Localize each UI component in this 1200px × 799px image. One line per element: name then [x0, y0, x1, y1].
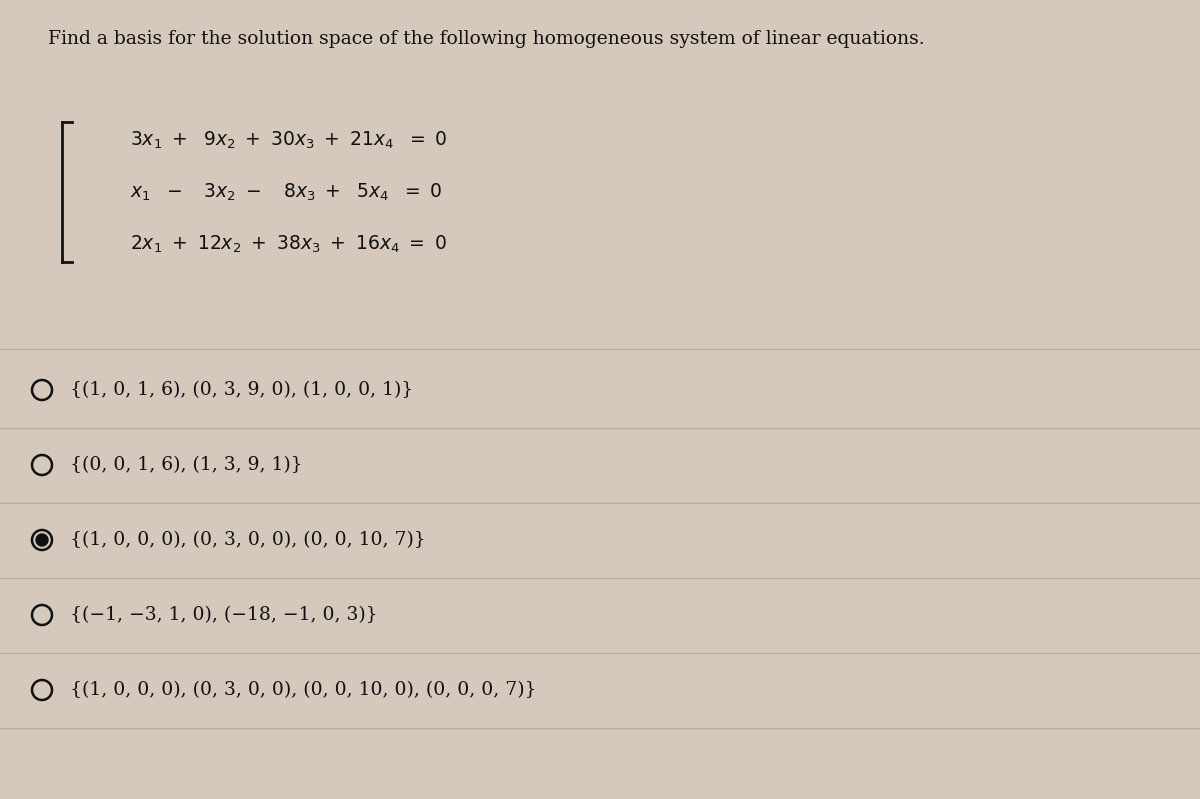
- Circle shape: [36, 534, 48, 546]
- Text: {(−1, −3, 1, 0), (−18, −1, 0, 3)}: {(−1, −3, 1, 0), (−18, −1, 0, 3)}: [70, 606, 378, 624]
- Text: {(1, 0, 1, 6), (0, 3, 9, 0), (1, 0, 0, 1)}: {(1, 0, 1, 6), (0, 3, 9, 0), (1, 0, 0, 1…: [70, 381, 413, 399]
- Text: {(1, 0, 0, 0), (0, 3, 0, 0), (0, 0, 10, 7)}: {(1, 0, 0, 0), (0, 3, 0, 0), (0, 0, 10, …: [70, 531, 426, 549]
- Text: $x_1\ \ -\ \ \ 3x_2\ -\ \ \ 8x_3\ +\ \ 5x_4\ \ =\ 0$: $x_1\ \ -\ \ \ 3x_2\ -\ \ \ 8x_3\ +\ \ 5…: [130, 181, 443, 203]
- Text: Find a basis for the solution space of the following homogeneous system of linea: Find a basis for the solution space of t…: [48, 30, 925, 48]
- Text: {(1, 0, 0, 0), (0, 3, 0, 0), (0, 0, 10, 0), (0, 0, 0, 7)}: {(1, 0, 0, 0), (0, 3, 0, 0), (0, 0, 10, …: [70, 681, 536, 699]
- Text: {(0, 0, 1, 6), (1, 3, 9, 1)}: {(0, 0, 1, 6), (1, 3, 9, 1)}: [70, 456, 302, 474]
- Text: $3x_1\ +\ \ 9x_2\ +\ 30x_3\ +\ 21x_4\ \ =\ 0$: $3x_1\ +\ \ 9x_2\ +\ 30x_3\ +\ 21x_4\ \ …: [130, 129, 448, 151]
- Text: $2x_1\ +\ 12x_2\ +\ 38x_3\ +\ 16x_4\ =\ 0$: $2x_1\ +\ 12x_2\ +\ 38x_3\ +\ 16x_4\ =\ …: [130, 233, 446, 255]
